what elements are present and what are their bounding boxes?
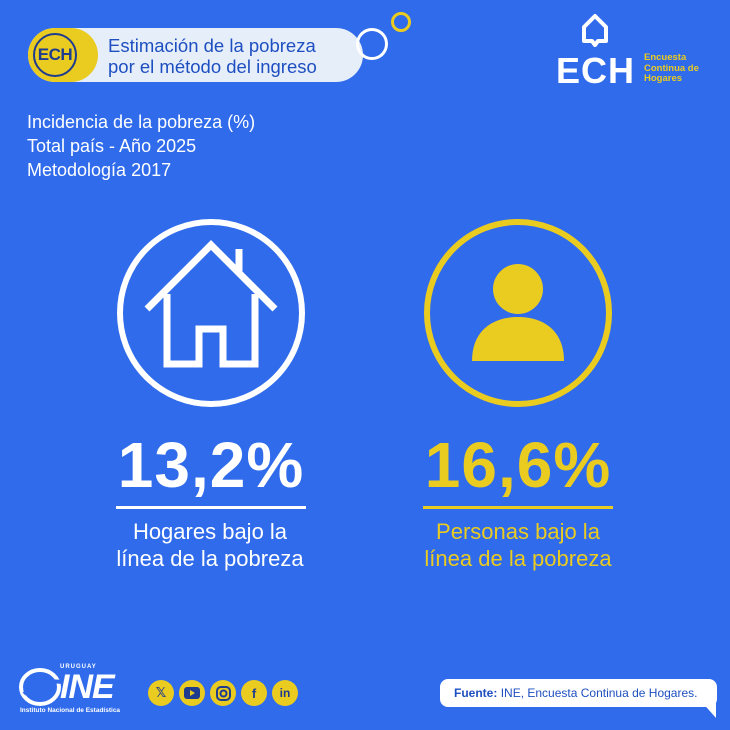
ine-country: URUGUAY	[60, 664, 97, 670]
youtube-icon[interactable]	[179, 680, 205, 706]
source-label: Fuente:	[454, 686, 498, 700]
persons-caption-line2: línea de la pobreza	[424, 546, 612, 571]
households-caption-line2: línea de la pobreza	[116, 546, 304, 571]
header-title-line2: por el método del ingreso	[108, 56, 317, 77]
subtitle-line1: Incidencia de la pobreza (%)	[27, 112, 256, 132]
person-circle	[424, 219, 612, 407]
subtitle-line3: Metodología 2017	[27, 160, 172, 180]
persons-caption-line1: Personas bajo la	[436, 519, 600, 544]
person-icon	[472, 264, 564, 361]
decorative-ring-yellow	[391, 12, 411, 32]
subtitle-line2: Total país - Año 2025	[27, 136, 197, 156]
persons-value: 16,6%	[424, 429, 612, 501]
brand-sub-line2: Continua de	[644, 62, 699, 74]
decorative-ring-white	[356, 28, 388, 60]
ine-name: Instituto Nacional de Estadística	[20, 707, 121, 714]
header-badge: ECH	[33, 33, 77, 77]
source-text: INE, Encuesta Continua de Hogares.	[500, 686, 698, 700]
instagram-icon[interactable]	[210, 680, 236, 706]
header-title: Estimación de la pobreza por el método d…	[108, 35, 358, 77]
ine-globe-icon	[19, 668, 63, 706]
households-caption: Hogares bajo la línea de la pobreza	[80, 518, 340, 572]
linkedin-icon[interactable]: in	[272, 680, 298, 706]
households-caption-line1: Hogares bajo la	[132, 519, 288, 544]
source-note: Fuente: INE, Encuesta Continua de Hogare…	[440, 679, 717, 707]
households-divider	[116, 506, 306, 509]
house-circle	[117, 219, 305, 407]
households-value: 13,2%	[117, 429, 305, 501]
brand-logo: ECH	[556, 50, 636, 91]
header-title-line1: Estimación de la pobreza	[108, 35, 316, 56]
ech-house-icon	[582, 14, 608, 47]
house-icon	[144, 240, 278, 368]
source-tail	[700, 700, 716, 718]
persons-caption: Personas bajo la línea de la pobreza	[388, 518, 648, 572]
ine-logo-word: INE	[60, 668, 115, 706]
facebook-icon[interactable]: f	[241, 680, 267, 706]
x-icon[interactable]: 𝕏	[148, 680, 174, 706]
persons-divider	[423, 506, 613, 509]
brand-sub-line1: Encuesta	[644, 52, 687, 63]
brand-sub-line3: Hogares	[644, 73, 683, 84]
brand-subtitle: Encuesta Continua de Hogares	[644, 52, 699, 85]
